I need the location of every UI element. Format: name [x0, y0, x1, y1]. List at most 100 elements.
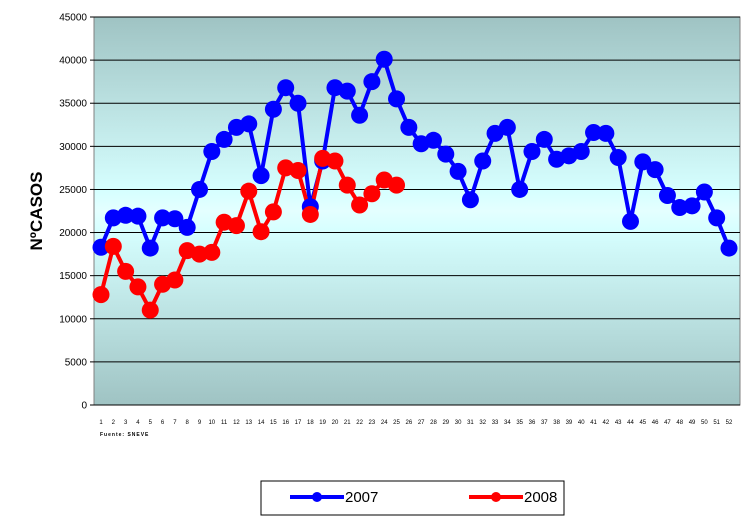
data-point-2007 — [634, 153, 652, 171]
data-point-2008 — [227, 217, 245, 235]
data-point-2007 — [252, 167, 270, 185]
data-point-2007 — [388, 90, 406, 108]
data-point-2007 — [695, 183, 713, 201]
data-point-2007 — [400, 118, 418, 136]
x-tick-label: 30 — [455, 420, 462, 426]
data-point-2007 — [474, 152, 492, 170]
x-tick-label: 51 — [713, 420, 720, 426]
data-point-2008 — [301, 205, 319, 223]
data-point-2007 — [437, 145, 455, 163]
data-point-2008 — [289, 161, 307, 179]
y-tick-label: 15000 — [59, 271, 87, 282]
data-point-2007 — [461, 191, 479, 209]
x-tick-label: 40 — [578, 420, 585, 426]
data-point-2007 — [646, 161, 664, 179]
data-point-2008 — [338, 176, 356, 194]
data-point-2007 — [129, 207, 147, 225]
legend-label-2007: 2007 — [345, 489, 378, 506]
data-point-2007 — [203, 143, 221, 161]
data-point-2007 — [511, 180, 529, 198]
y-tick-label: 30000 — [59, 142, 87, 153]
x-tick-label: 31 — [467, 420, 474, 426]
x-tick-label: 10 — [208, 420, 215, 426]
x-tick-label: 41 — [590, 420, 597, 426]
data-point-2008 — [92, 286, 110, 304]
x-tick-label: 22 — [356, 420, 363, 426]
data-point-2008 — [141, 301, 159, 319]
x-tick-label: 21 — [344, 420, 351, 426]
data-point-2008 — [203, 243, 221, 261]
x-tick-label: 38 — [553, 420, 560, 426]
x-tick-label: 23 — [369, 420, 376, 426]
gridlines — [94, 16, 740, 406]
x-tick-label: 25 — [393, 420, 400, 426]
data-point-2007 — [597, 124, 615, 142]
data-point-2007 — [166, 210, 184, 228]
series-points — [92, 50, 738, 319]
data-point-2007 — [585, 124, 603, 142]
y-tick-label: 25000 — [59, 185, 87, 196]
data-point-2007 — [572, 143, 590, 161]
data-point-2007 — [277, 79, 295, 97]
data-point-2007 — [240, 115, 258, 133]
x-axis-ticks: 1 2 3 4 5 6 7 8 9 10 11 12 13 14 15 16 17 18 19 20 21 22 23 24 2… — [99, 420, 733, 426]
x-tick-label: 12 — [233, 420, 240, 426]
y-tick-label: 5000 — [65, 357, 88, 368]
data-point-2008 — [129, 278, 147, 296]
x-tick-label: 11 — [221, 420, 228, 426]
legend-marker-2007 — [312, 492, 322, 502]
data-point-2007 — [191, 180, 209, 198]
x-tick-label: 17 — [295, 420, 302, 426]
x-tick-label: 35 — [516, 420, 523, 426]
x-tick-label: 18 — [307, 420, 314, 426]
x-tick-label: 19 — [319, 420, 326, 426]
y-tick-label: 10000 — [59, 314, 87, 325]
y-axis-label: NºCASOS — [27, 172, 46, 251]
x-tick-label: 4 — [136, 420, 140, 426]
data-point-2008 — [166, 271, 184, 289]
data-point-2007 — [720, 239, 738, 257]
x-tick-label: 48 — [676, 420, 683, 426]
data-point-2007 — [338, 82, 356, 100]
x-tick-label: 36 — [529, 420, 536, 426]
x-tick-label: 43 — [615, 420, 622, 426]
y-tick-label: 45000 — [59, 13, 87, 24]
y-axis-ticks: 0 5000 10000 15000 20000 25000 30000 35000 40000… — [59, 13, 94, 412]
data-point-2007 — [289, 94, 307, 112]
x-tick-label: 26 — [405, 420, 412, 426]
legend: 2007 2008 — [260, 480, 565, 516]
data-point-2007 — [658, 186, 676, 204]
data-point-2007 — [449, 162, 467, 180]
x-tick-label: 1 — [99, 420, 103, 426]
data-point-2007 — [264, 100, 282, 118]
data-point-2007 — [424, 131, 442, 149]
data-point-2008 — [252, 223, 270, 241]
x-tick-label: 15 — [270, 420, 277, 426]
data-point-2008 — [117, 262, 135, 280]
x-tick-label: 39 — [566, 420, 573, 426]
data-point-2007 — [535, 130, 553, 148]
x-tick-label: 34 — [504, 420, 511, 426]
x-tick-label: 5 — [149, 420, 153, 426]
series-line-2007 — [99, 57, 731, 251]
data-point-2007 — [117, 206, 135, 224]
x-tick-label: 3 — [124, 420, 128, 426]
x-tick-label: 14 — [258, 420, 265, 426]
x-tick-label: 45 — [639, 420, 646, 426]
data-point-2008 — [326, 152, 344, 170]
data-point-2008 — [264, 203, 282, 221]
data-point-2007 — [609, 149, 627, 167]
legend-marker-2008 — [491, 492, 501, 502]
x-tick-label: 24 — [381, 420, 388, 426]
data-point-2008 — [240, 182, 258, 200]
legend-label-2008: 2008 — [524, 489, 557, 506]
x-tick-label: 16 — [282, 420, 289, 426]
x-tick-label: 32 — [479, 420, 486, 426]
x-tick-label: 27 — [418, 420, 425, 426]
data-point-2008 — [351, 196, 369, 214]
data-point-2007 — [498, 118, 516, 136]
data-point-2008 — [388, 176, 406, 194]
data-point-2007 — [141, 239, 159, 257]
x-tick-label: 8 — [186, 420, 190, 426]
